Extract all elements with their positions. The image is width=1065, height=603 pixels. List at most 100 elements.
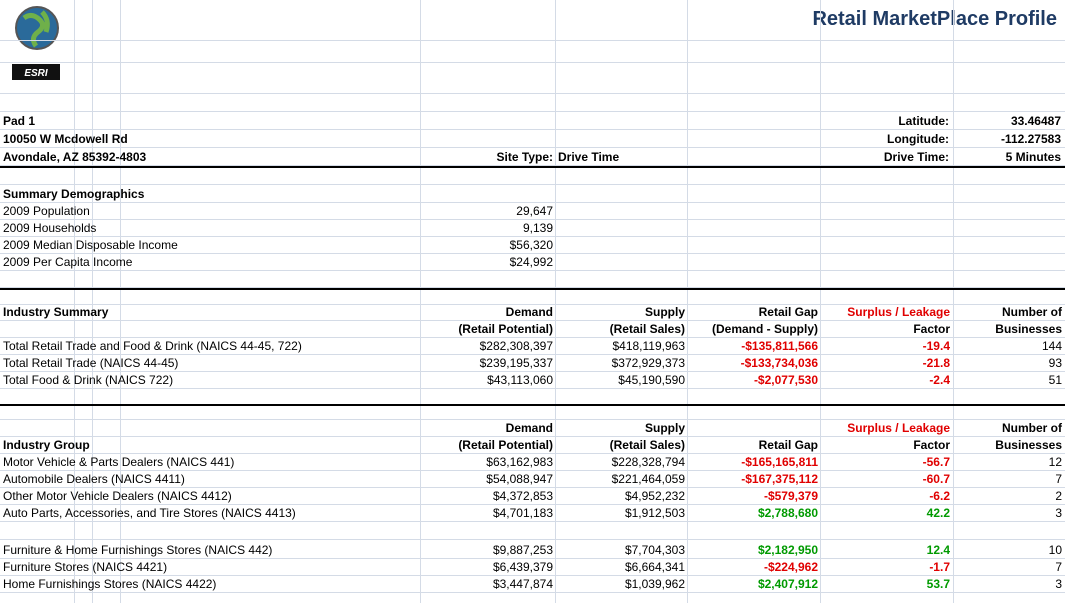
row-line <box>0 236 1065 237</box>
cell: $2,788,680 <box>757 506 818 520</box>
cell: -2.4 <box>929 373 950 387</box>
cell: 42.2 <box>926 506 950 520</box>
cell: 2009 Median Disposable Income <box>3 238 178 252</box>
column-line <box>120 0 121 603</box>
row-line <box>0 219 1065 220</box>
row-line <box>0 253 1065 254</box>
column-header: Number of <box>1002 421 1062 435</box>
row-line <box>0 62 1065 63</box>
section-title: Industry Summary <box>3 305 109 319</box>
row-line <box>0 337 1065 338</box>
cell: Drive Time <box>558 150 620 164</box>
column-header: (Demand - Supply) <box>711 322 818 336</box>
section-line <box>0 288 1065 290</box>
row-line <box>0 147 1065 148</box>
section-line <box>0 404 1065 406</box>
cell: 3 <box>1055 577 1062 591</box>
row-line <box>0 504 1065 505</box>
cell: 2009 Per Capita Income <box>3 255 133 269</box>
column-line <box>687 0 688 603</box>
column-header: (Retail Sales) <box>609 322 685 336</box>
cell: 9,139 <box>522 221 553 235</box>
cell: Latitude: <box>898 114 949 128</box>
cell: $9,887,253 <box>492 543 553 557</box>
cell: 5 Minutes <box>1005 150 1061 164</box>
column-header: Retail Gap <box>758 305 818 319</box>
cell: -60.7 <box>922 472 950 486</box>
section-line <box>0 166 1065 168</box>
column-line <box>420 0 421 603</box>
row-line <box>0 521 1065 522</box>
cell: Motor Vehicle & Parts Dealers (NAICS 441… <box>3 455 235 469</box>
cell: -112.27583 <box>1000 132 1061 146</box>
row-line <box>0 575 1065 576</box>
cell: $3,447,874 <box>492 577 553 591</box>
cell: Other Motor Vehicle Dealers (NAICS 4412) <box>3 489 232 503</box>
row-line <box>0 202 1065 203</box>
cell: -6.2 <box>929 489 950 503</box>
cell: $24,992 <box>509 255 553 269</box>
cell: 12.4 <box>926 543 950 557</box>
row-line <box>0 40 1065 41</box>
row-line <box>0 93 1065 94</box>
cell: -$2,077,530 <box>753 373 818 387</box>
column-header: Supply <box>644 421 685 435</box>
cell: 3 <box>1055 506 1062 520</box>
cell: -56.7 <box>922 455 950 469</box>
row-line <box>0 487 1065 488</box>
cell: 33.46487 <box>1010 114 1061 128</box>
cell: $282,308,397 <box>479 339 553 353</box>
cell: 7 <box>1055 472 1062 486</box>
cell: -21.8 <box>922 356 950 370</box>
column-header: (Retail Sales) <box>609 438 685 452</box>
title: Retail MarketPlace Profile <box>812 8 1057 30</box>
cell: $221,464,059 <box>611 472 685 486</box>
column-line <box>555 0 556 603</box>
column-header: Demand <box>505 421 553 435</box>
cell: -1.7 <box>929 560 950 574</box>
row-line <box>0 165 1065 166</box>
cell: Auto Parts, Accessories, and Tire Stores… <box>3 506 296 520</box>
cell: Total Retail Trade (NAICS 44-45) <box>3 356 179 370</box>
row-line <box>0 558 1065 559</box>
cell: $4,372,853 <box>492 489 553 503</box>
cell: Furniture & Home Furnishings Stores (NAI… <box>3 543 273 557</box>
row-line <box>0 304 1065 305</box>
column-header: Surplus / Leakage <box>847 305 950 319</box>
column-header: (Retail Potential) <box>458 438 553 452</box>
row-line <box>0 453 1065 454</box>
cell: 7 <box>1055 560 1062 574</box>
cell: Total Retail Trade and Food & Drink (NAI… <box>3 339 302 353</box>
cell: Drive Time: <box>883 150 949 164</box>
cell: -$165,165,811 <box>741 455 818 469</box>
column-header: Factor <box>913 322 950 336</box>
cell: $2,182,950 <box>757 543 818 557</box>
cell: $63,162,983 <box>486 455 553 469</box>
column-header: Businesses <box>995 438 1062 452</box>
row-line <box>0 354 1065 355</box>
cell: 53.7 <box>926 577 950 591</box>
row-line <box>0 111 1065 112</box>
column-header: (Retail Potential) <box>458 322 553 336</box>
cell: -$224,962 <box>763 560 818 574</box>
cell: Total Food & Drink (NAICS 722) <box>3 373 174 387</box>
cell: Avondale, AZ 85392-4803 <box>3 150 147 164</box>
cell: $1,039,962 <box>624 577 685 591</box>
cell: -$133,734,036 <box>740 356 818 370</box>
cell: Automobile Dealers (NAICS 4411) <box>3 472 185 486</box>
cell: $239,195,337 <box>479 356 553 370</box>
column-header: Demand <box>505 305 553 319</box>
column-header: Factor <box>913 438 950 452</box>
row-line <box>0 270 1065 271</box>
cell: 93 <box>1048 356 1062 370</box>
column-header: Number of <box>1002 305 1062 319</box>
cell: Site Type: <box>496 150 553 164</box>
cell: 2 <box>1055 489 1062 503</box>
cell: Home Furnishings Stores (NAICS 4422) <box>3 577 217 591</box>
cell: $43,113,060 <box>487 373 553 387</box>
row-line <box>0 287 1065 288</box>
column-line <box>74 0 75 603</box>
row-line <box>0 129 1065 130</box>
cell: $4,701,183 <box>492 506 553 520</box>
